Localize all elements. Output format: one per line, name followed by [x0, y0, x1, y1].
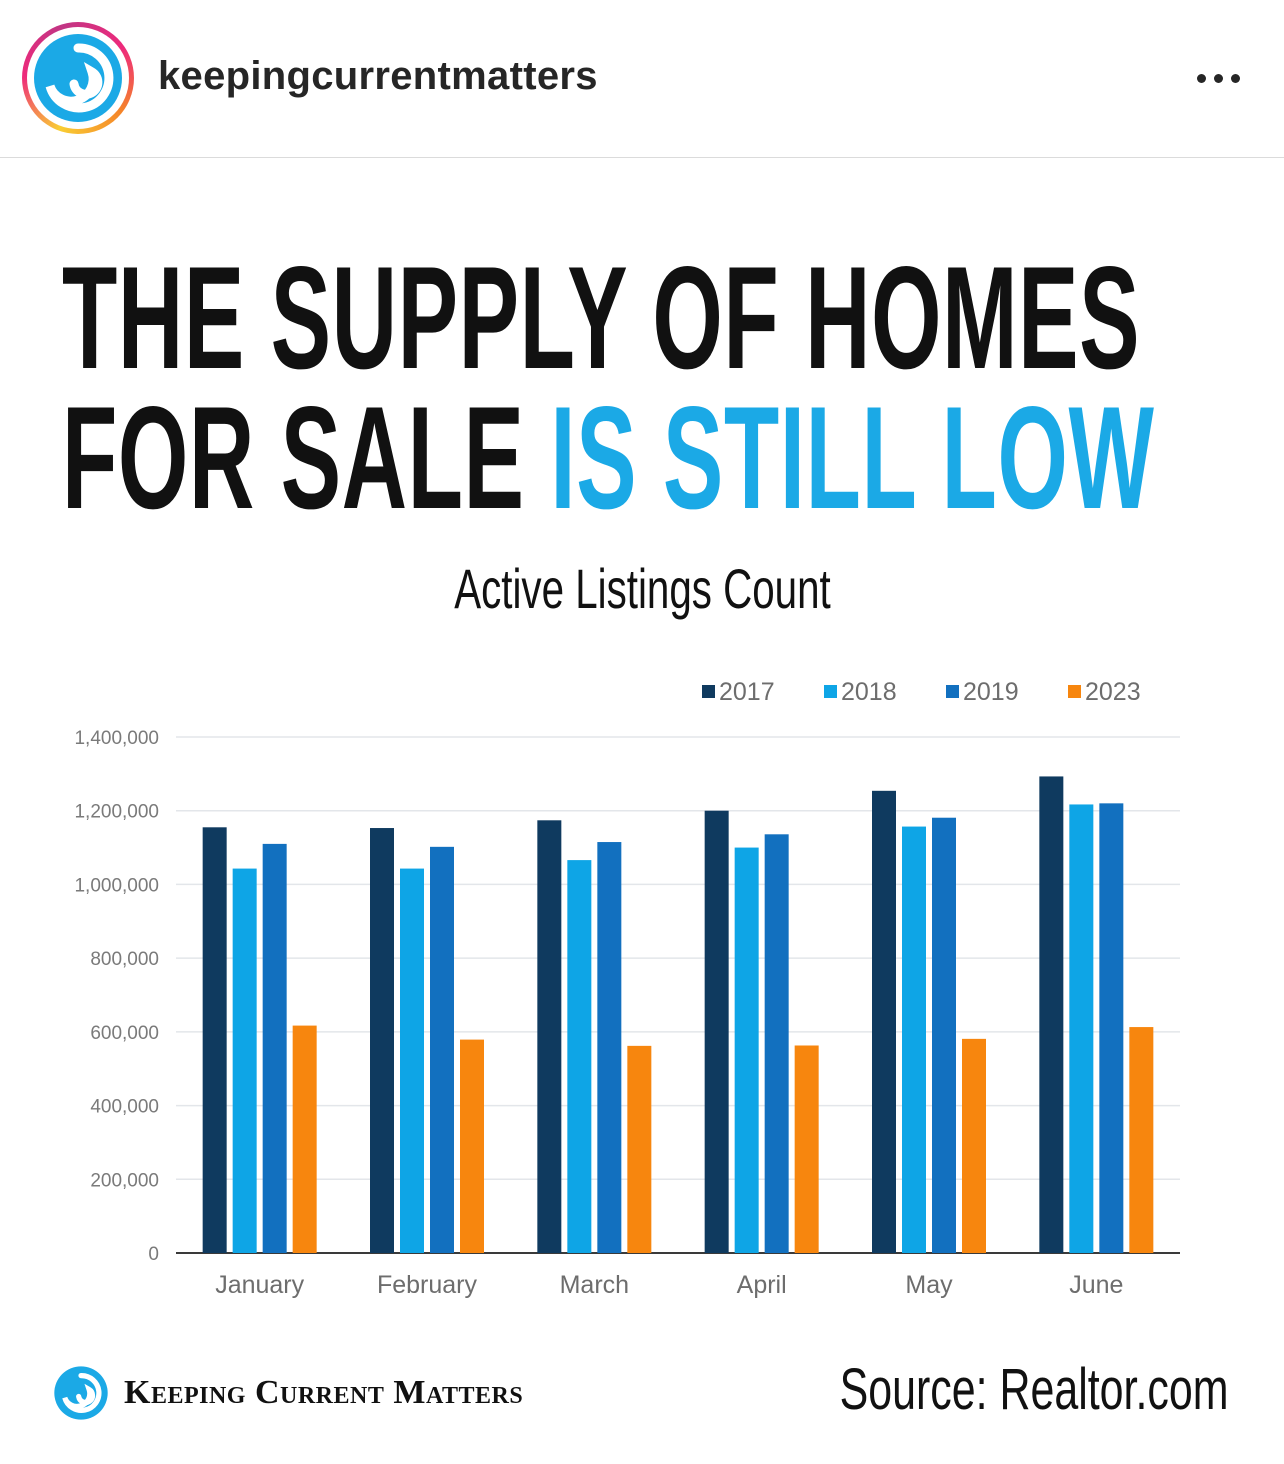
bar-2019-june [1099, 803, 1124, 1253]
bar-2018-april [734, 847, 759, 1253]
headline-accent-text: IS STILL LOW [550, 376, 1155, 539]
bar-2019-april [764, 834, 789, 1253]
kcm-swirl-logo-icon [54, 1366, 108, 1420]
bar-2017-april [704, 810, 729, 1253]
username-link[interactable]: keepingcurrentmatters [158, 54, 598, 98]
legend-label: 2018 [841, 678, 897, 706]
bar-2017-may [872, 790, 896, 1253]
headline-black-text: FOR SALE [62, 376, 525, 539]
legend-label: 2017 [719, 678, 775, 706]
footer-brand-name: Keeping Current Matters [124, 1374, 524, 1411]
bar-2023-january [292, 1025, 317, 1253]
bar-2017-june [1039, 776, 1064, 1253]
x-tick-label: June [1069, 1271, 1123, 1299]
bar-2018-february [400, 868, 424, 1253]
more-options-icon[interactable] [1186, 58, 1250, 98]
post-header: keepingcurrentmatters [0, 0, 1284, 158]
bar-2018-march [567, 860, 592, 1253]
bar-2023-june [1129, 1027, 1154, 1253]
legend-swatch [824, 685, 837, 698]
y-tick-label: 1,400,000 [74, 728, 159, 749]
profile-avatar[interactable] [22, 22, 134, 134]
legend-swatch [1068, 685, 1081, 698]
chart-title: Active Listings Count [453, 557, 831, 620]
bar-2023-may [962, 1038, 986, 1253]
bar-2019-may [932, 817, 956, 1253]
x-tick-label: May [905, 1271, 953, 1299]
legend-label: 2023 [1085, 678, 1141, 706]
bar-2018-may [902, 826, 926, 1253]
bar-2018-january [232, 868, 257, 1253]
kcm-swirl-logo-icon [34, 34, 122, 122]
bar-2017-march [537, 820, 562, 1253]
x-tick-label: March [560, 1271, 629, 1299]
y-tick-label: 0 [148, 1244, 159, 1265]
bar-2019-march [597, 842, 622, 1253]
headline-line-2: FOR SALE IS STILL LOW [62, 385, 1154, 531]
y-tick-label: 1,000,000 [74, 875, 159, 896]
bar-2019-february [430, 846, 454, 1253]
bar-chart: 0 200,000 400,000 600,000 800,000 1,000,000 1,… [74, 678, 1180, 1299]
headline-line-1: THE SUPPLY OF HOMES [62, 236, 1141, 399]
footer-logo: Keeping Current Matters [52, 1364, 523, 1422]
post-headline: THE SUPPLY OF HOMES FOR SALE IS STILL LO… [62, 236, 1154, 531]
bar-2023-march [627, 1045, 652, 1253]
bar-2023-april [794, 1045, 819, 1253]
bar-2023-february [460, 1039, 484, 1253]
x-tick-label: January [215, 1271, 304, 1299]
legend-swatch [946, 685, 959, 698]
x-tick-label: April [737, 1271, 787, 1299]
legend-label: 2019 [963, 678, 1019, 706]
y-tick-label: 1,200,000 [74, 802, 159, 823]
y-tick-label: 400,000 [90, 1097, 159, 1118]
y-tick-label: 200,000 [90, 1170, 159, 1191]
bar-2018-june [1069, 804, 1094, 1253]
y-tick-label: 600,000 [90, 1023, 159, 1044]
bar-2017-january [202, 827, 227, 1253]
bar-2017-february [370, 828, 394, 1253]
x-tick-label: February [377, 1271, 478, 1299]
legend-swatch [702, 685, 715, 698]
y-tick-label: 800,000 [90, 949, 159, 970]
bar-2019-january [262, 843, 287, 1253]
source-credit: Source: Realtor.com [839, 1357, 1228, 1422]
